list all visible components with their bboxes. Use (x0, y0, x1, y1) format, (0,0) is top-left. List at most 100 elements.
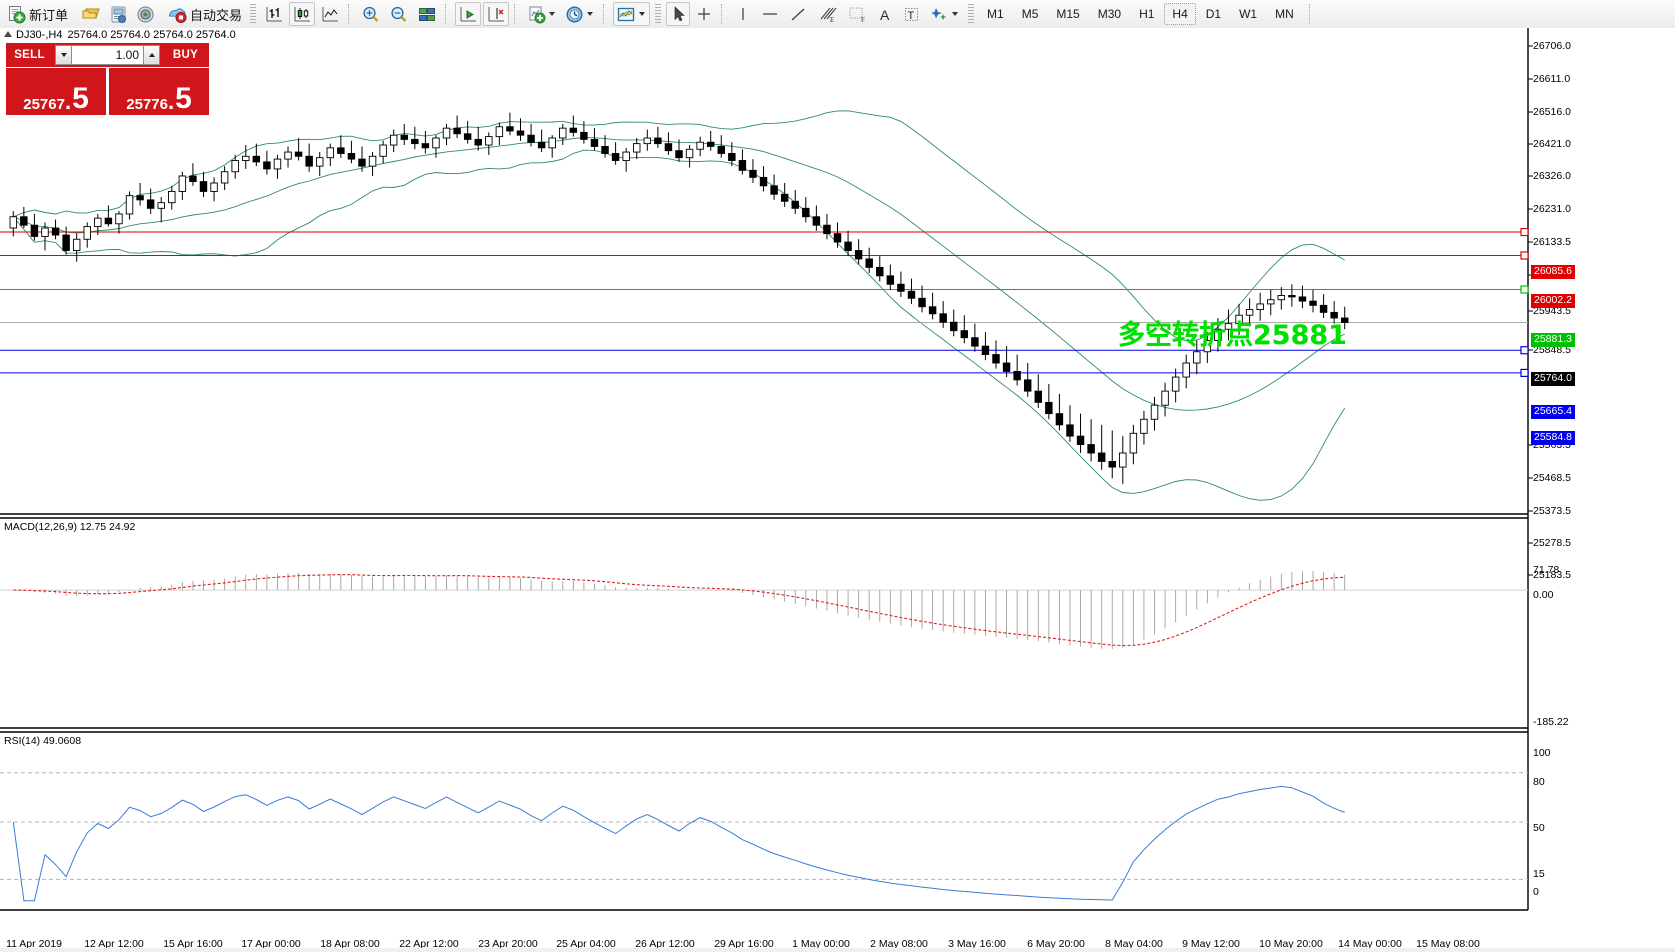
chart-annotation-text[interactable]: 多空转折点25881 (1118, 320, 1347, 351)
shift-chart-button[interactable] (455, 2, 482, 26)
volume-dropdown-button[interactable] (55, 45, 72, 65)
timeframe-m30[interactable]: M30 (1097, 7, 1122, 21)
candle (876, 266, 884, 277)
text-label-tool-button[interactable]: T (899, 2, 924, 26)
shapes-tool-button[interactable] (926, 2, 963, 26)
candle (1288, 295, 1296, 298)
rsi-caption: RSI(14) 49.0608 (4, 735, 82, 747)
toolbar-grip-2[interactable] (655, 4, 662, 24)
candle (1330, 311, 1338, 319)
data-window-button[interactable] (78, 2, 104, 26)
candle (136, 195, 144, 201)
candle (1119, 452, 1127, 468)
cursor-tool-button[interactable] (666, 2, 691, 26)
navigator-button[interactable] (106, 2, 131, 26)
collapse-triangle-icon[interactable] (4, 31, 12, 37)
period-button[interactable] (562, 2, 598, 26)
indicator-dropdown-caret[interactable] (549, 12, 556, 16)
candle (1150, 404, 1159, 420)
time-tick-label: 3 May 16:00 (948, 938, 1006, 950)
candle (411, 138, 419, 145)
time-tick-label: 6 May 20:00 (1027, 938, 1085, 950)
price-level-tag-red[interactable]: 26085.6 (1531, 265, 1575, 279)
time-tick-label: 17 Apr 00:00 (241, 938, 301, 950)
candle (738, 160, 747, 171)
text-tool-button[interactable]: A (873, 2, 897, 26)
timeframe-m5[interactable]: M5 (1021, 7, 1039, 21)
shapes-dropdown-caret[interactable] (952, 12, 959, 16)
terminal-button[interactable] (133, 2, 158, 26)
candle (474, 138, 482, 146)
buy-price[interactable]: 25776 . 5 (109, 68, 209, 115)
candle (421, 143, 430, 149)
timeframe-w1[interactable]: W1 (1239, 7, 1258, 21)
templates-button[interactable] (613, 2, 651, 26)
one-click-trading-panel[interactable]: SELL 1.00 BUY 25767 . 5 25776 . 5 (6, 43, 209, 115)
candle (844, 241, 852, 251)
chart-area[interactable]: DJ30-,H4 25764.0 25764.0 25764.0 25764.0 … (0, 28, 1675, 952)
autotrading-button[interactable]: 自动交易 (165, 2, 245, 26)
buy-price-integer: 25776 (126, 96, 168, 113)
channel-tool-button[interactable]: F (843, 2, 871, 26)
timeframe-d1[interactable]: D1 (1205, 7, 1222, 21)
crosshair-tool-button[interactable] (692, 2, 716, 26)
candle (368, 155, 377, 167)
candle (442, 127, 451, 139)
candle (189, 175, 197, 183)
price-tick-label: 25943.5 (1533, 305, 1571, 317)
volume-stepper[interactable]: 1.00 (53, 43, 162, 67)
toolbar-grip-1[interactable] (250, 4, 257, 24)
candle (1013, 370, 1021, 381)
timeframe-h1[interactable]: H1 (1139, 7, 1155, 21)
time-tick-label: 14 May 00:00 (1338, 938, 1402, 950)
candle (717, 145, 725, 154)
price-level-tag-black[interactable]: 25764.0 (1531, 372, 1575, 386)
timeframe-m1[interactable]: M1 (987, 7, 1004, 21)
add-indicator-button[interactable] (524, 2, 560, 26)
fibonacci-tool-button[interactable]: E (813, 2, 841, 26)
horizontal-line-tool-button[interactable] (757, 2, 783, 26)
new-order-button[interactable]: 新订单 (4, 2, 71, 26)
candle (749, 169, 757, 178)
price-level-tag-blue[interactable]: 25584.8 (1531, 431, 1575, 445)
price-level-tag-red[interactable]: 26002.2 (1531, 294, 1575, 308)
toolbar-grip-3[interactable] (968, 4, 975, 24)
candle (294, 151, 303, 157)
candle (1203, 340, 1212, 353)
price-level-tag-blue[interactable]: 25665.4 (1531, 405, 1575, 419)
price-level-tag-green[interactable]: 25881.3 (1531, 333, 1575, 347)
candle (284, 151, 292, 160)
candle (1108, 460, 1116, 468)
line-chart-button[interactable] (317, 2, 343, 26)
candle (104, 217, 113, 225)
candle (463, 133, 472, 140)
auto-scroll-button[interactable] (483, 2, 510, 26)
tile-windows-button[interactable] (414, 2, 440, 26)
candle (1161, 390, 1169, 406)
bar-chart-button[interactable] (261, 2, 287, 26)
vertical-line-tool-button[interactable] (731, 2, 755, 26)
trendline-tool-button[interactable] (785, 2, 811, 26)
period-dropdown-caret[interactable] (587, 12, 594, 16)
timeframe-mn[interactable]: MN (1275, 7, 1294, 21)
candle (358, 158, 366, 167)
time-axis: 11 Apr 2019 12 Apr 12:00 15 Apr 16:00 17 Ap… (0, 932, 1528, 952)
svg-text:F: F (861, 16, 865, 24)
zoom-in-button[interactable] (358, 2, 384, 26)
timeframe-h4[interactable]: H4 (1164, 3, 1196, 25)
volume-input[interactable]: 1.00 (72, 45, 143, 65)
candle (622, 151, 630, 161)
price-tick-label: 26326.0 (1533, 170, 1571, 182)
trade-panel-top-row: SELL 1.00 BUY (6, 43, 209, 67)
candlestick-chart-button[interactable] (289, 2, 316, 26)
macd-scale-label: 0.00 (1533, 589, 1554, 601)
zoom-out-button[interactable] (386, 2, 412, 26)
shapes-icon (931, 7, 947, 20)
volume-increment-button[interactable] (143, 45, 160, 65)
timeframe-m15[interactable]: M15 (1056, 7, 1080, 21)
candle (580, 131, 588, 140)
templates-dropdown-caret[interactable] (639, 12, 646, 16)
sell-price[interactable]: 25767 . 5 (6, 68, 106, 115)
buy-button[interactable]: BUY (162, 43, 209, 67)
sell-button[interactable]: SELL (6, 43, 53, 67)
